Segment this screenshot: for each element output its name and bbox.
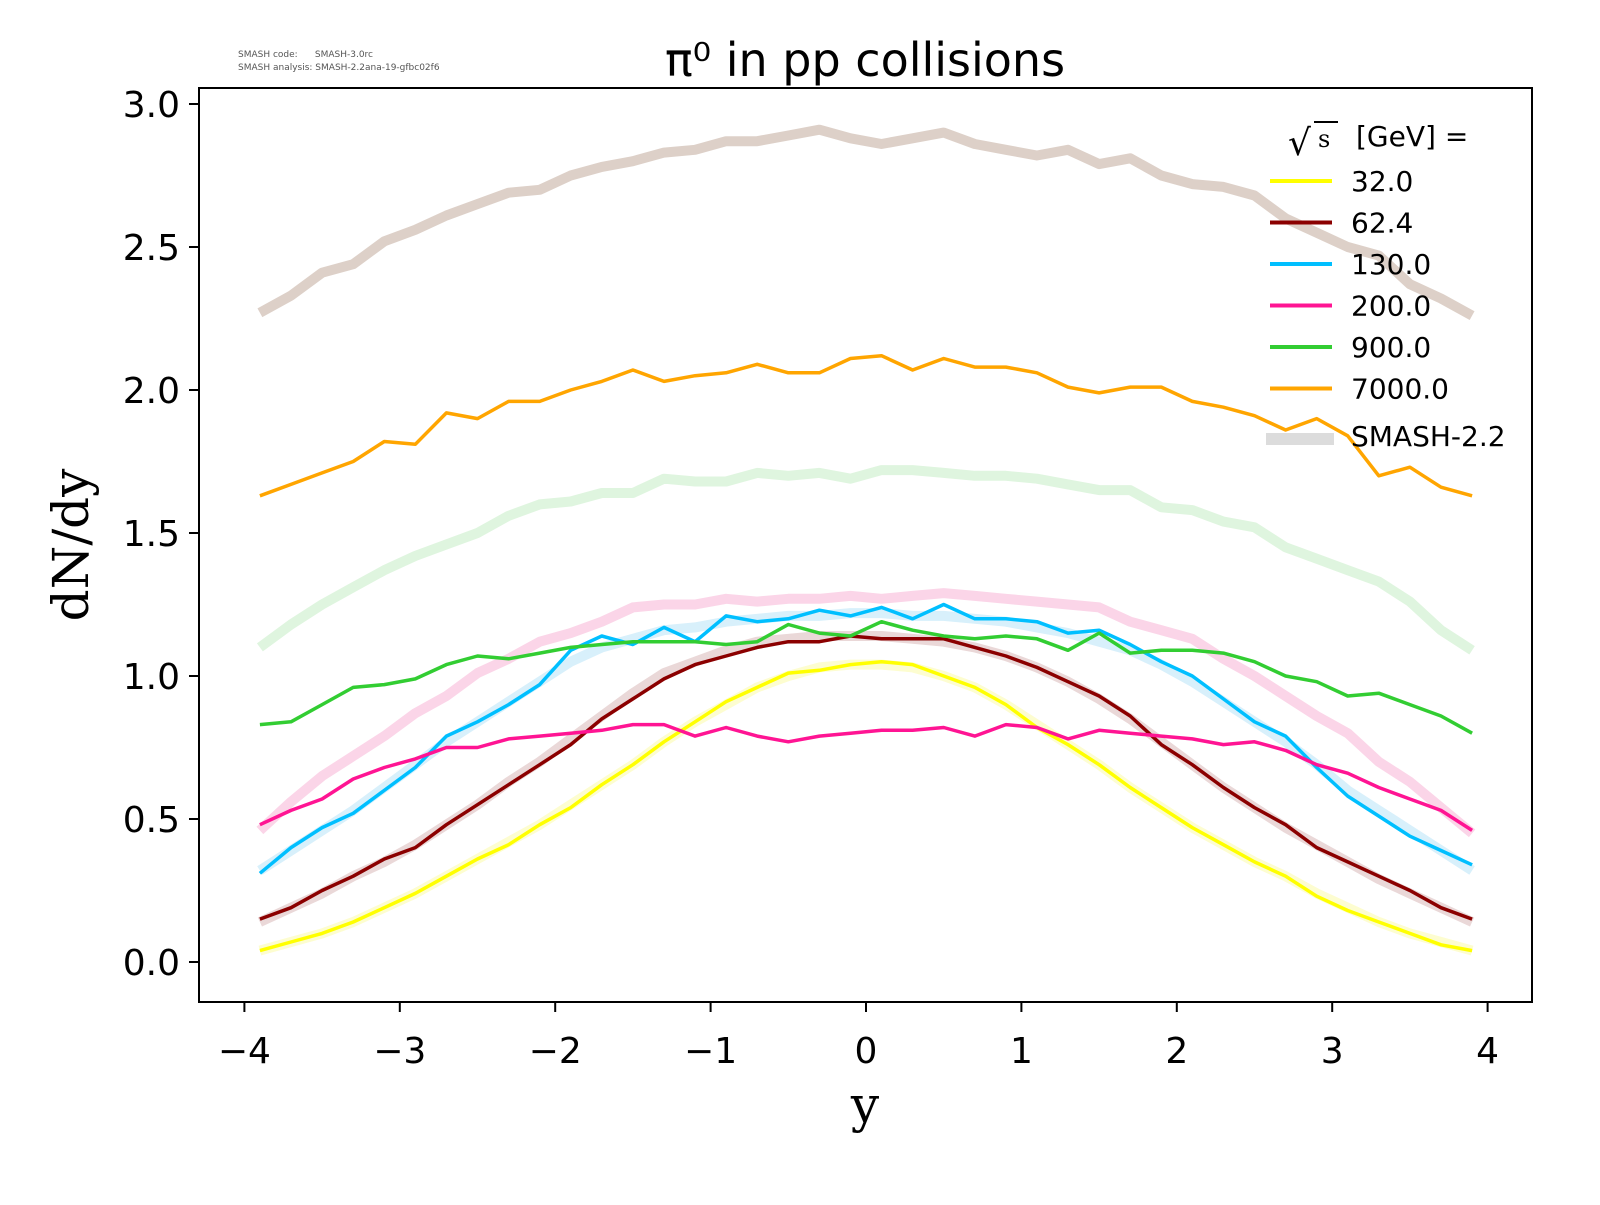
plot-frame [198,87,1533,1003]
series-line-62.4 [259,634,1473,921]
legend-label-900.0: 900.0 [1351,331,1431,364]
reference-line-2 [256,588,1476,838]
axis-ticks: −4 −3 −2 −1 0 1 2 3 4 0.0 0.5 1.0 1.5 2.0 2.5 3.0 [123,85,1499,1072]
chart-title: π⁰ in pp collisions [665,33,1065,87]
y-tick-label: 3.0 [123,85,180,126]
data-series [258,353,1474,953]
legend-label-7000.0: 7000.0 [1351,373,1449,406]
x-tick-label: 1 [1010,1031,1033,1072]
x-tick-label: 0 [855,1031,878,1072]
y-tick-label: 2.5 [123,228,180,269]
legend-title: [GeV] = [1356,120,1468,153]
legend-label-reference: SMASH-2.2 [1351,420,1506,453]
legend-label-62.4: 62.4 [1351,207,1413,240]
series-line-900.0 [259,619,1473,735]
reference-line-1 [256,465,1475,655]
series-line-200.0 [259,722,1474,832]
reference-line-5 [258,659,1474,956]
series-line-32.0 [259,659,1473,953]
x-tick-label: −2 [529,1031,582,1072]
legend-swatch-reference [1266,433,1334,445]
legend-sqrt-symbol: √ [1288,123,1311,164]
smash-analysis-label: SMASH analysis: SMASH-2.2ana-19-gfbc02f6 [238,63,440,73]
legend-sqrt-s: s [1318,125,1330,153]
y-tick-label: 1.0 [123,657,180,698]
legend: √ s [GeV] = 32.0 62.4 130.0 200.0 900.0 7000.… [1266,120,1506,453]
x-tick-label: −4 [218,1031,271,1072]
reference-line-0 [257,124,1475,320]
x-tick-label: 3 [1321,1031,1344,1072]
y-tick-label: 1.5 [123,514,180,555]
y-axis-label: dN/dy [42,468,100,622]
x-tick-label: 4 [1476,1031,1499,1072]
y-tick-label: 2.0 [123,371,180,412]
x-tick-label: −3 [373,1031,426,1072]
x-tick-label: −1 [684,1031,737,1072]
x-tick-label: 2 [1165,1031,1188,1072]
series-line-130.0 [258,602,1473,875]
legend-label-32.0: 32.0 [1351,165,1413,198]
smash-code-label: SMASH code: SMASH-3.0rc [238,50,373,60]
series-line-7000.0 [259,353,1473,498]
y-tick-label: 0.5 [123,800,180,841]
legend-label-200.0: 200.0 [1351,290,1431,323]
y-tick-label: 0.0 [123,943,180,984]
x-axis-label: y [850,1076,880,1134]
legend-label-130.0: 130.0 [1351,248,1431,281]
